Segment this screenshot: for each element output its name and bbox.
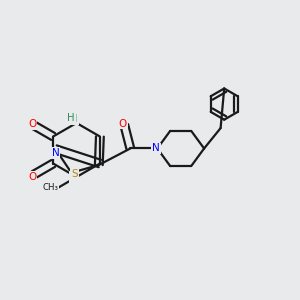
Text: O: O xyxy=(28,172,36,182)
Text: CH₃: CH₃ xyxy=(42,183,58,192)
Text: H: H xyxy=(70,114,78,124)
Text: N: N xyxy=(152,143,160,154)
Text: O: O xyxy=(28,119,36,129)
Text: H: H xyxy=(67,112,75,123)
Text: N: N xyxy=(52,148,59,158)
Text: O: O xyxy=(119,118,127,129)
Text: S: S xyxy=(71,169,78,179)
Text: N: N xyxy=(70,172,78,182)
